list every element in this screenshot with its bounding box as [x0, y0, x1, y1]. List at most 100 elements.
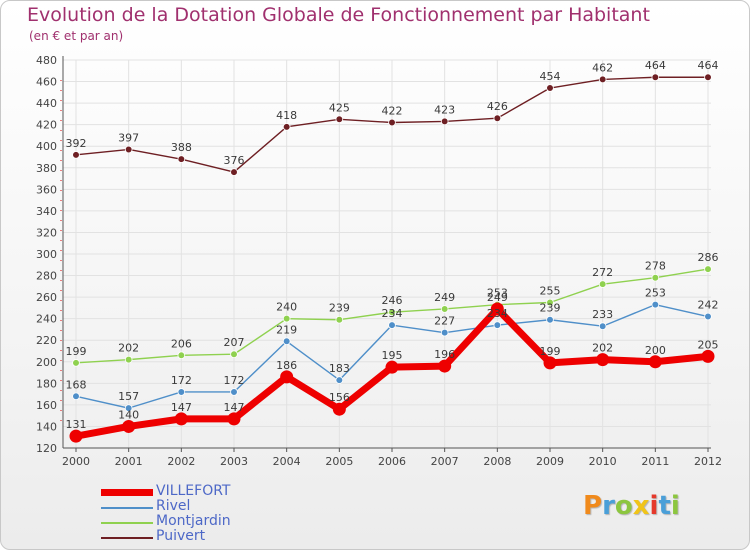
y-tick-label: 280: [36, 270, 57, 283]
x-tick-label: 2010: [589, 455, 617, 468]
data-point-montjardin: [704, 265, 712, 273]
logo-letter: i: [649, 491, 659, 521]
data-label-rivel: 227: [434, 315, 455, 328]
y-tick-label: 460: [36, 76, 57, 89]
data-label-puivert: 392: [66, 137, 87, 150]
data-point-villefort: [490, 302, 504, 316]
data-label-puivert: 376: [224, 154, 245, 167]
data-point-rivel: [651, 300, 660, 309]
data-label-puivert: 418: [276, 109, 297, 122]
data-point-montjardin: [440, 305, 449, 313]
chart-title: Evolution de la Dotation Globale de Fonc…: [27, 4, 650, 26]
x-tick-label: 2008: [483, 455, 511, 468]
y-tick-label: 480: [36, 54, 57, 67]
data-point-villefort: [69, 429, 83, 443]
data-label-puivert: 462: [592, 61, 613, 74]
data-label-rivel: 242: [698, 299, 719, 312]
x-tick-label: 2001: [115, 455, 143, 468]
data-point-puivert: [230, 168, 238, 176]
data-point-rivel: [598, 322, 607, 331]
data-point-rivel: [704, 312, 712, 321]
y-tick-label: 400: [36, 140, 57, 153]
data-label-villefort: 196: [434, 348, 455, 361]
legend-swatch: [101, 507, 153, 509]
data-point-montjardin: [546, 298, 554, 307]
data-point-montjardin: [388, 308, 396, 317]
data-label-villefort: 147: [224, 401, 245, 414]
x-tick-label: 2009: [536, 455, 564, 468]
data-point-montjardin: [651, 273, 660, 282]
x-tick-label: 2011: [641, 455, 669, 468]
data-point-montjardin: [230, 350, 238, 359]
x-tick-label: 2004: [273, 455, 301, 468]
legend-label: VILLEFORT: [156, 483, 231, 499]
data-label-rivel: 172: [171, 374, 192, 387]
data-label-villefort: 199: [540, 345, 561, 358]
grid: [63, 59, 711, 449]
data-label-puivert: 423: [434, 103, 455, 116]
chart-subtitle: (en € et par an): [29, 29, 124, 43]
data-point-villefort: [543, 356, 557, 370]
legend-label: Montjardin: [156, 513, 231, 529]
data-point-villefort: [174, 412, 188, 426]
logo-letter: r: [602, 491, 615, 521]
data-point-villefort: [596, 353, 610, 367]
y-tick-label: 420: [36, 119, 57, 132]
legend-label: Rivel: [156, 498, 191, 514]
data-label-villefort: 140: [118, 408, 139, 421]
data-label-puivert: 464: [645, 59, 666, 72]
data-point-puivert: [440, 117, 449, 126]
data-point-villefort: [701, 349, 715, 363]
data-point-montjardin: [72, 359, 80, 367]
x-tick-label: 2006: [378, 455, 406, 468]
data-labels: 131 140 147 147 186 156 195 196 249 199 202 200 205 1…: [66, 59, 719, 431]
data-label-rivel: 239: [540, 302, 561, 315]
logo-letter: t: [658, 491, 671, 521]
data-point-rivel: [388, 321, 396, 329]
data-point-villefort: [332, 402, 346, 416]
data-point-puivert: [651, 73, 660, 82]
data-label-montjardin: 199: [66, 345, 87, 358]
data-label-villefort: 200: [645, 344, 666, 357]
proxiti-logo: Proxiti: [583, 491, 680, 521]
y-tick-label: 160: [36, 399, 57, 412]
legend-label: Puivert: [156, 528, 206, 544]
data-point-puivert: [177, 155, 186, 163]
data-label-montjardin: 246: [382, 294, 403, 307]
data-point-rivel: [282, 337, 291, 346]
y-tick-label: 320: [36, 226, 57, 239]
data-label-montjardin: 286: [698, 251, 719, 264]
data-label-villefort: 186: [276, 359, 297, 372]
data-label-rivel: 234: [382, 307, 403, 320]
data-label-rivel: 183: [329, 362, 350, 375]
data-point-montjardin: [335, 315, 344, 324]
data-point-rivel: [546, 315, 554, 324]
logo-letter: i: [670, 491, 680, 521]
axes: 120 140 160 180 200 220 240 260 280 300 320 340 360 3…: [36, 54, 722, 468]
data-label-puivert: 388: [171, 141, 192, 154]
data-point-villefort: [122, 419, 136, 433]
data-label-montjardin: 253: [487, 287, 508, 300]
y-tick-label: 440: [36, 97, 57, 110]
logo-letter: o: [614, 491, 633, 521]
logo-letter: P: [583, 491, 603, 521]
data-label-villefort: 131: [66, 418, 87, 431]
data-point-villefort: [385, 360, 399, 374]
legend-swatch: [101, 537, 153, 539]
x-tick-label: 2000: [62, 455, 90, 468]
legend-swatch: [101, 522, 153, 524]
data-label-villefort: 205: [698, 338, 719, 351]
data-point-rivel: [335, 376, 344, 384]
x-tick-label: 2003: [220, 455, 248, 468]
data-label-montjardin: 202: [118, 342, 139, 355]
data-label-puivert: 425: [329, 101, 350, 114]
data-point-puivert: [546, 84, 554, 92]
data-label-rivel: 172: [224, 374, 245, 387]
data-point-puivert: [335, 115, 344, 124]
data-label-puivert: 426: [487, 100, 508, 113]
y-tick-label: 140: [36, 420, 57, 433]
y-tick-label: 220: [36, 334, 57, 347]
data-point-rivel: [177, 388, 186, 396]
